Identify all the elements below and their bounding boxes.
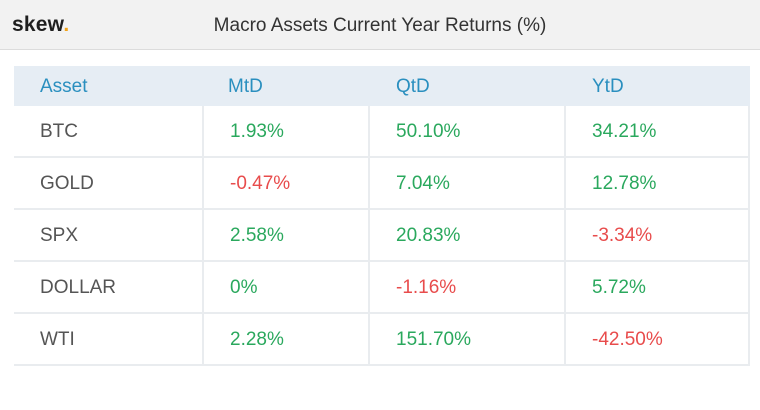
column-header-mtd: MtD: [228, 76, 263, 97]
table-row: SPX 2.58% 20.83% -3.34%: [14, 210, 750, 262]
asset-name-cell: SPX: [14, 210, 204, 262]
mtd-value-cell: 0%: [204, 262, 370, 314]
ytd-value-cell: 34.21%: [566, 106, 750, 158]
ytd-value-cell: 12.78%: [566, 158, 750, 210]
mtd-value-cell: 2.28%: [204, 314, 370, 366]
mtd-value-cell: 2.58%: [204, 210, 370, 262]
ytd-value-cell: -3.34%: [566, 210, 750, 262]
qtd-value-cell: -1.16%: [370, 262, 566, 314]
ytd-value-cell: 5.72%: [566, 262, 750, 314]
table-row: BTC 1.93% 50.10% 34.21%: [14, 106, 750, 158]
column-header-qtd: QtD: [396, 76, 430, 97]
mtd-value-cell: 1.93%: [204, 106, 370, 158]
skew-logo[interactable]: skew.: [12, 13, 69, 37]
top-bar: skew. Macro Assets Current Year Returns …: [0, 0, 760, 50]
mtd-value-cell: -0.47%: [204, 158, 370, 210]
table-body: BTC 1.93% 50.10% 34.21% GOLD -0.47% 7.04% 12.78…: [14, 106, 750, 366]
asset-name-cell: WTI: [14, 314, 204, 366]
logo-dot: .: [63, 13, 70, 36]
asset-name-cell: GOLD: [14, 158, 204, 210]
table-row: WTI 2.28% 151.70% -42.50%: [14, 314, 750, 366]
table-row: GOLD -0.47% 7.04% 12.78%: [14, 158, 750, 210]
table-row: DOLLAR 0% -1.16% 5.72%: [14, 262, 750, 314]
qtd-value-cell: 50.10%: [370, 106, 566, 158]
returns-table: Asset MtD QtD YtD BTC 1.93% 50.10% 34.21% GO…: [14, 66, 750, 366]
qtd-value-cell: 20.83%: [370, 210, 566, 262]
column-header-asset: Asset: [40, 76, 88, 97]
qtd-value-cell: 151.70%: [370, 314, 566, 366]
ytd-value-cell: -42.50%: [566, 314, 750, 366]
qtd-value-cell: 7.04%: [370, 158, 566, 210]
asset-name-cell: DOLLAR: [14, 262, 204, 314]
page-title: Macro Assets Current Year Returns (%): [213, 15, 547, 36]
logo-text: skew: [12, 13, 64, 36]
table-header-row: Asset MtD QtD YtD: [14, 66, 750, 106]
column-header-ytd: YtD: [592, 76, 624, 97]
asset-name-cell: BTC: [14, 106, 204, 158]
